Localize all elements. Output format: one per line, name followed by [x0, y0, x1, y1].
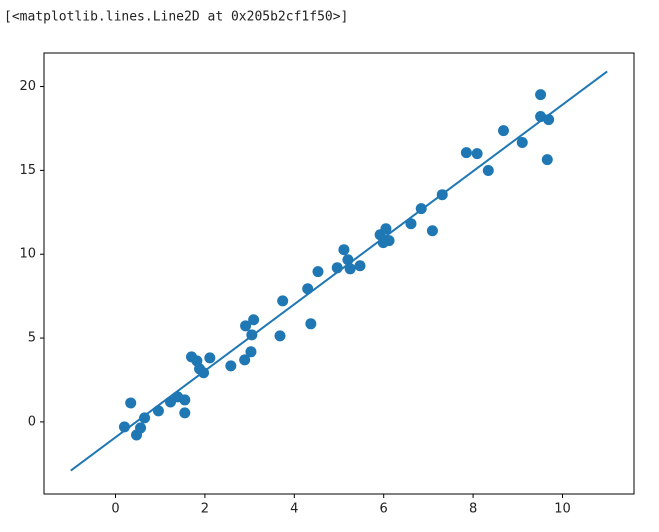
- scatter-point: [204, 352, 216, 364]
- x-tick-label: 4: [290, 502, 298, 517]
- scatter-point: [248, 314, 260, 326]
- y-tick-label: 0: [28, 414, 36, 429]
- scatter-point: [426, 225, 438, 237]
- scatter-point: [179, 407, 191, 419]
- scatter-point: [305, 318, 317, 330]
- y-tick-label: 20: [19, 79, 36, 94]
- scatter-point: [277, 295, 289, 307]
- plot-frame: [43, 52, 635, 495]
- scatter-point: [405, 218, 417, 230]
- scatter-point: [541, 154, 553, 166]
- scatter-point: [535, 89, 547, 101]
- y-tick-label: 10: [19, 247, 36, 262]
- scatter-point: [383, 235, 395, 247]
- scatter-point: [482, 165, 494, 177]
- x-tick-label: 8: [469, 502, 477, 517]
- fit-line: [70, 70, 608, 472]
- x-tick-label: 2: [201, 502, 209, 517]
- scatter-point: [497, 125, 509, 137]
- scatter-point: [240, 320, 252, 332]
- scatter-point: [125, 397, 137, 409]
- scatter-point: [354, 260, 366, 272]
- scatter-point: [239, 354, 251, 366]
- x-tick-label: 10: [554, 502, 571, 517]
- scatter-point: [338, 244, 350, 256]
- scatter-point: [471, 148, 483, 160]
- y-tick-label: 15: [19, 163, 36, 178]
- x-tick-label: 6: [380, 502, 388, 517]
- scatter-point: [135, 422, 147, 434]
- scatter-point: [380, 223, 392, 235]
- scatter-point: [179, 394, 191, 406]
- x-tick-label: 0: [111, 502, 119, 517]
- scatter-point: [460, 147, 472, 159]
- scatter-point: [312, 266, 324, 278]
- output-text: [<matplotlib.lines.Line2D at 0x205b2cf1f…: [4, 10, 348, 25]
- scatter-point: [344, 263, 356, 275]
- scatter-point: [139, 412, 151, 424]
- scatter-point: [245, 346, 257, 358]
- scatter-point: [516, 137, 528, 149]
- y-tick-label: 5: [28, 331, 36, 346]
- scatter-point: [225, 360, 237, 372]
- scatter-point: [274, 330, 286, 342]
